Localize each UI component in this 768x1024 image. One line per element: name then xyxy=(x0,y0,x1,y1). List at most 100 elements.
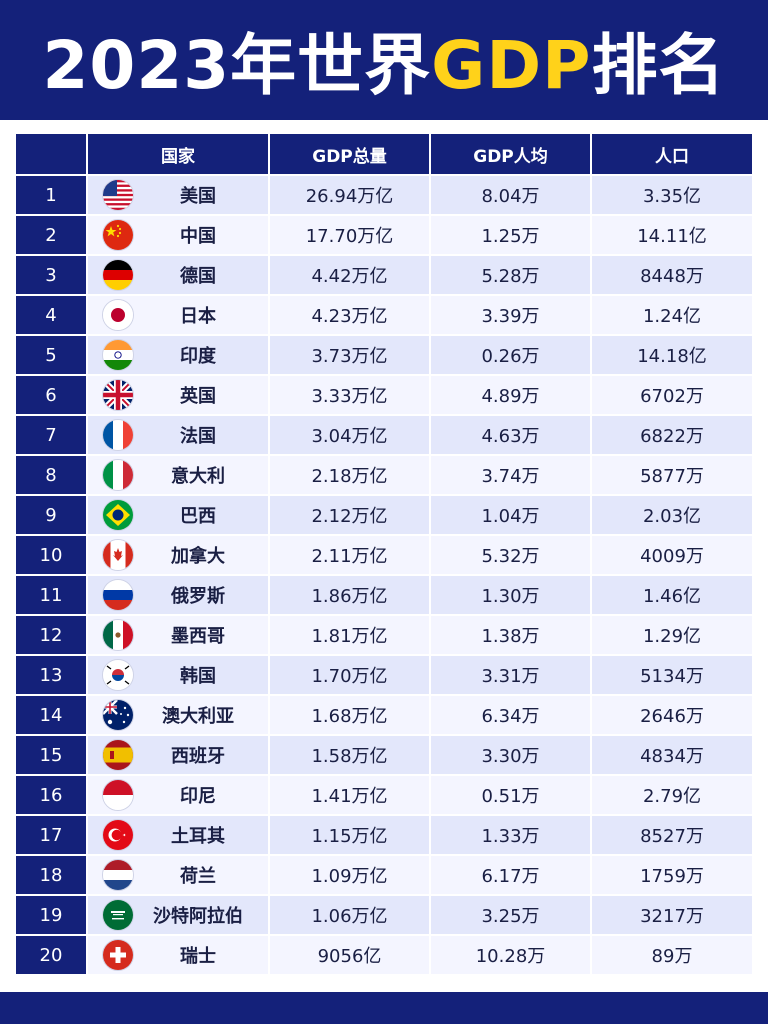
country-name: 沙特阿拉伯 xyxy=(153,906,243,927)
rank-cell: 18 xyxy=(16,854,88,894)
gdp-total-cell: 1.68万亿 xyxy=(270,694,431,734)
table-row: 9 巴西 2.12万亿 1.04万 2.03亿 xyxy=(16,494,752,534)
population-cell: 6702万 xyxy=(592,374,752,414)
header-country: 国家 xyxy=(88,134,270,174)
table-row: 10 加拿大 2.11万亿 5.32万 4009万 xyxy=(16,534,752,574)
gdp-table-wrapper: 国家 GDP总量 GDP人均 人口 1 美国 26.94万亿 8.04万 3.35亿 2 中… xyxy=(16,134,752,974)
country-cell: 韩国 xyxy=(88,654,270,694)
country-name: 巴西 xyxy=(180,506,216,527)
rank-cell: 14 xyxy=(16,694,88,734)
japan-flag-icon xyxy=(102,299,134,331)
gdp-total-cell: 4.23万亿 xyxy=(270,294,431,334)
table-row: 4 日本 4.23万亿 3.39万 1.24亿 xyxy=(16,294,752,334)
rank-cell: 7 xyxy=(16,414,88,454)
country-name: 俄罗斯 xyxy=(171,586,225,607)
table-row: 11 俄罗斯 1.86万亿 1.30万 1.46亿 xyxy=(16,574,752,614)
country-cell: 美国 xyxy=(88,174,270,214)
gdp-total-cell: 1.70万亿 xyxy=(270,654,431,694)
country-cell: 法国 xyxy=(88,414,270,454)
gdp-per-capita-cell: 1.04万 xyxy=(431,494,592,534)
rank-cell: 1 xyxy=(16,174,88,214)
country-cell: 沙特阿拉伯 xyxy=(88,894,270,934)
country-name: 瑞士 xyxy=(180,946,216,967)
rank-cell: 13 xyxy=(16,654,88,694)
rank-cell: 15 xyxy=(16,734,88,774)
country-name: 印度 xyxy=(180,346,216,367)
gdp-total-cell: 9056亿 xyxy=(270,934,431,974)
gdp-per-capita-cell: 5.28万 xyxy=(431,254,592,294)
country-name: 澳大利亚 xyxy=(162,706,234,727)
header-rank xyxy=(16,134,88,174)
table-row: 12 墨西哥 1.81万亿 1.38万 1.29亿 xyxy=(16,614,752,654)
gdp-per-capita-cell: 6.17万 xyxy=(431,854,592,894)
gdp-total-cell: 1.81万亿 xyxy=(270,614,431,654)
rank-cell: 8 xyxy=(16,454,88,494)
population-cell: 8527万 xyxy=(592,814,752,854)
table-row: 6 英国 3.33万亿 4.89万 6702万 xyxy=(16,374,752,414)
population-cell: 1.29亿 xyxy=(592,614,752,654)
country-cell: 意大利 xyxy=(88,454,270,494)
population-cell: 2.79亿 xyxy=(592,774,752,814)
country-name: 西班牙 xyxy=(171,746,225,767)
korea-flag-icon xyxy=(102,659,134,691)
saudi-flag-icon xyxy=(102,899,134,931)
population-cell: 89万 xyxy=(592,934,752,974)
country-name: 英国 xyxy=(180,386,216,407)
population-cell: 14.11亿 xyxy=(592,214,752,254)
header-population: 人口 xyxy=(592,134,752,174)
country-cell: 巴西 xyxy=(88,494,270,534)
header-gdp-total: GDP总量 xyxy=(270,134,431,174)
gdp-per-capita-cell: 3.74万 xyxy=(431,454,592,494)
gdp-per-capita-cell: 0.51万 xyxy=(431,774,592,814)
country-name: 荷兰 xyxy=(180,866,216,887)
country-cell: 印度 xyxy=(88,334,270,374)
gdp-total-cell: 1.06万亿 xyxy=(270,894,431,934)
table-row: 2 中国 17.70万亿 1.25万 14.11亿 xyxy=(16,214,752,254)
population-cell: 5134万 xyxy=(592,654,752,694)
country-cell: 日本 xyxy=(88,294,270,334)
population-cell: 4834万 xyxy=(592,734,752,774)
table-row: 14 澳大利亚 1.68万亿 6.34万 2646万 xyxy=(16,694,752,734)
rank-cell: 19 xyxy=(16,894,88,934)
gdp-per-capita-cell: 8.04万 xyxy=(431,174,592,214)
rank-cell: 16 xyxy=(16,774,88,814)
switzerland-flag-icon xyxy=(102,939,134,971)
table-row: 1 美国 26.94万亿 8.04万 3.35亿 xyxy=(16,174,752,214)
country-name: 法国 xyxy=(180,426,216,447)
country-cell: 西班牙 xyxy=(88,734,270,774)
gdp-ranking-table: 国家 GDP总量 GDP人均 人口 1 美国 26.94万亿 8.04万 3.35亿 2 中… xyxy=(16,134,752,974)
country-name: 德国 xyxy=(180,266,216,287)
rank-cell: 6 xyxy=(16,374,88,414)
turkey-flag-icon xyxy=(102,819,134,851)
rank-cell: 9 xyxy=(16,494,88,534)
mexico-flag-icon xyxy=(102,619,134,651)
population-cell: 3217万 xyxy=(592,894,752,934)
gdp-total-cell: 2.18万亿 xyxy=(270,454,431,494)
country-cell: 印尼 xyxy=(88,774,270,814)
gdp-per-capita-cell: 3.30万 xyxy=(431,734,592,774)
country-name: 加拿大 xyxy=(171,546,225,567)
germany-flag-icon xyxy=(102,259,134,291)
country-name: 墨西哥 xyxy=(171,626,225,647)
table-row: 13 韩国 1.70万亿 3.31万 5134万 xyxy=(16,654,752,694)
country-name: 印尼 xyxy=(180,786,216,807)
country-cell: 德国 xyxy=(88,254,270,294)
gdp-total-cell: 1.86万亿 xyxy=(270,574,431,614)
table-row: 15 西班牙 1.58万亿 3.30万 4834万 xyxy=(16,734,752,774)
gdp-per-capita-cell: 4.89万 xyxy=(431,374,592,414)
page-title: 2023年世界GDP排名 xyxy=(42,12,725,108)
rank-cell: 17 xyxy=(16,814,88,854)
country-cell: 瑞士 xyxy=(88,934,270,974)
gdp-total-cell: 4.42万亿 xyxy=(270,254,431,294)
gdp-total-cell: 1.58万亿 xyxy=(270,734,431,774)
netherlands-flag-icon xyxy=(102,859,134,891)
country-cell: 加拿大 xyxy=(88,534,270,574)
france-flag-icon xyxy=(102,419,134,451)
country-cell: 俄罗斯 xyxy=(88,574,270,614)
table-row: 20 瑞士 9056亿 10.28万 89万 xyxy=(16,934,752,974)
uk-flag-icon xyxy=(102,379,134,411)
gdp-per-capita-cell: 3.25万 xyxy=(431,894,592,934)
country-cell: 中国 xyxy=(88,214,270,254)
population-cell: 3.35亿 xyxy=(592,174,752,214)
table-row: 19 沙特阿拉伯 1.06万亿 3.25万 3217万 xyxy=(16,894,752,934)
